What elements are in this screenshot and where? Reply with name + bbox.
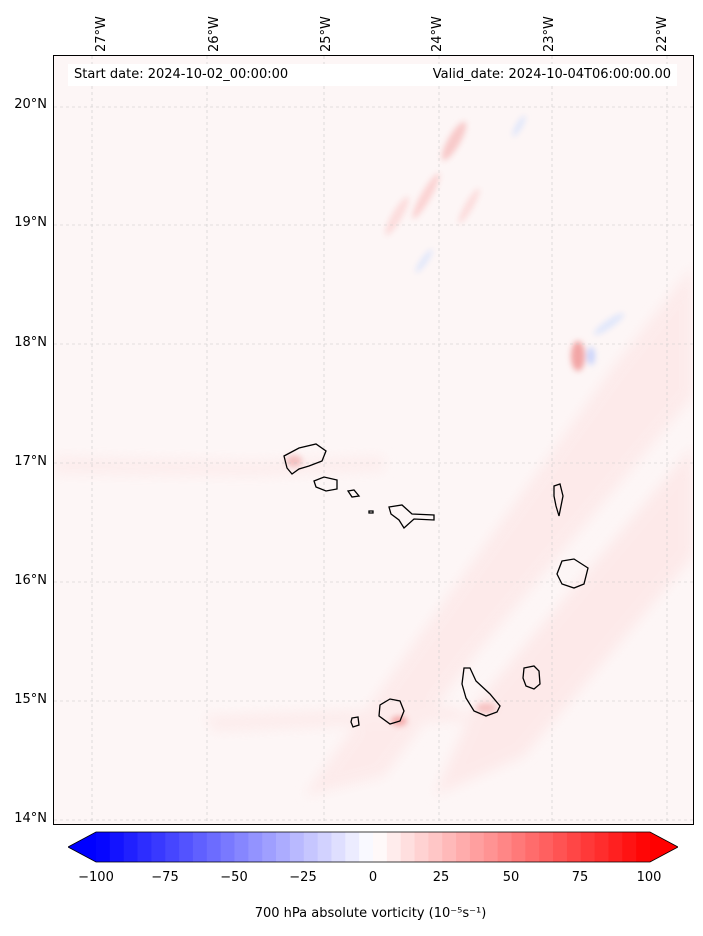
colorbar-segment — [608, 832, 623, 862]
vorticity-maximum — [286, 455, 302, 467]
colorbar-segment — [553, 832, 568, 862]
valid-date-text: Valid_date: 2024-10-04T06:00:00.00 — [432, 67, 671, 82]
vorticity-streak-negative — [415, 249, 433, 273]
vorticity-streak-positive — [54, 456, 384, 476]
colorbar-segment — [137, 832, 152, 862]
lon-label-23w: 23°W — [542, 16, 557, 52]
vorticity-streak-negative — [594, 313, 624, 335]
colorbar-segment — [566, 832, 582, 862]
colorbar-segment — [123, 832, 139, 862]
colorbar-segment — [165, 832, 180, 862]
vorticity-maximum — [571, 341, 585, 371]
island-maio — [522, 665, 541, 690]
colorbar-segment — [580, 832, 596, 862]
lat-label-14n: 14°N — [14, 811, 47, 826]
lon-label-27w: 27°W — [94, 16, 109, 52]
colorbar-segment — [345, 832, 360, 862]
island-fogo — [378, 698, 405, 725]
island-sal — [553, 483, 564, 517]
colorbar-segment — [636, 832, 651, 862]
lat-label-15n: 15°N — [14, 692, 47, 707]
colorbar-segment — [220, 832, 235, 862]
colorbar-segment — [525, 832, 540, 862]
lat-label-16n: 16°N — [14, 573, 47, 588]
colorbar-segment — [428, 832, 443, 862]
island-sao-nicolau — [388, 504, 435, 530]
island-raso — [368, 510, 374, 514]
colorbar-segment — [386, 832, 402, 862]
colorbar-segment — [248, 832, 263, 862]
island-santa-luzia — [346, 489, 361, 498]
colorbar-segment — [303, 832, 319, 862]
date-header: Start date: 2024-10-02_00:00:00 Valid_da… — [68, 64, 677, 86]
lat-label-18n: 18°N — [14, 335, 47, 350]
colorbar — [68, 831, 678, 863]
colorbar-segment — [539, 832, 554, 862]
vorticity-streak-negative — [512, 115, 526, 137]
lon-label-25w: 25°W — [319, 16, 334, 52]
colorbar-tick: 75 — [571, 870, 589, 885]
colorbar-segment — [469, 832, 485, 862]
colorbar-segment — [289, 832, 305, 862]
colorbar-tick: 50 — [502, 870, 520, 885]
island-boa-vista — [556, 558, 589, 589]
colorbar-segment — [442, 832, 457, 862]
colorbar-segment — [497, 832, 512, 862]
colorbar-tick: −25 — [289, 870, 317, 885]
colorbar-segment — [400, 832, 416, 862]
colorbar-segment — [511, 832, 526, 862]
colorbar-tick: 25 — [432, 870, 450, 885]
vorticity-streak-positive — [385, 196, 409, 236]
colorbar-segment — [234, 832, 249, 862]
vorticity-band-positive — [304, 266, 693, 796]
colorbar-segment — [317, 832, 332, 862]
colorbar-segment — [206, 832, 222, 862]
colorbar-extend-max — [650, 832, 678, 862]
island-santo-antao — [283, 443, 327, 475]
colorbar-tick: −100 — [78, 870, 114, 885]
vorticity-streak-positive — [458, 188, 480, 224]
colorbar-segment — [331, 832, 346, 862]
lat-label-17n: 17°N — [14, 454, 47, 469]
colorbar-segment — [192, 832, 208, 862]
lat-label-20n: 20°N — [14, 97, 47, 112]
colorbar-tick: 100 — [636, 870, 662, 885]
colorbar-segment — [456, 832, 471, 862]
colorbar-segment — [151, 832, 166, 862]
colorbar-segment — [179, 832, 194, 862]
colorbar-segment — [373, 832, 388, 862]
vorticity-streak-positive — [441, 121, 467, 161]
island-sao-vicente — [313, 476, 338, 492]
colorbar-tick: 0 — [368, 870, 378, 885]
colorbar-outline — [68, 831, 678, 863]
lon-label-22w: 22°W — [655, 16, 670, 52]
start-date-text: Start date: 2024-10-02_00:00:00 — [74, 67, 289, 82]
lat-label-19n: 19°N — [14, 215, 47, 230]
vorticity-minimum — [587, 347, 595, 365]
island-santiago — [461, 667, 501, 717]
island-brava — [350, 716, 360, 728]
vorticity-streak-positive — [412, 173, 440, 219]
colorbar-segment — [109, 832, 125, 862]
colorbar-segment — [359, 832, 374, 862]
colorbar-extend-min — [68, 832, 96, 862]
colorbar-tick: −75 — [151, 870, 179, 885]
map-plot-area — [53, 55, 694, 825]
colorbar-label: 700 hPa absolute vorticity (10⁻⁵s⁻¹) — [254, 906, 487, 921]
lon-label-24w: 24°W — [430, 16, 445, 52]
vorticity-streak-positive — [204, 706, 474, 731]
colorbar-segment — [96, 832, 111, 862]
colorbar-segment — [622, 832, 637, 862]
colorbar-segment — [276, 832, 291, 862]
colorbar-segment — [414, 832, 429, 862]
colorbar-segment — [262, 832, 277, 862]
vorticity-maximum — [476, 703, 496, 713]
vorticity-field — [54, 56, 693, 824]
colorbar-tick: −50 — [220, 870, 248, 885]
colorbar-segment — [483, 832, 499, 862]
lon-label-26w: 26°W — [207, 16, 222, 52]
colorbar-segment — [594, 832, 609, 862]
